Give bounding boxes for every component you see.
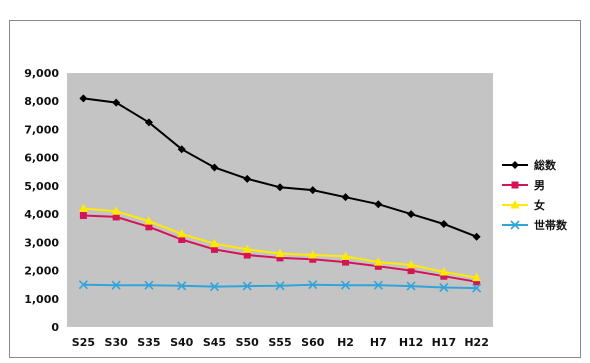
series-male-point <box>407 267 415 275</box>
x-tick-label: S50 <box>236 336 260 349</box>
series-female-point <box>406 259 416 269</box>
series-total-point <box>374 200 383 209</box>
legend-male-point <box>511 181 519 189</box>
series-total-point <box>112 98 121 107</box>
legend-female-point <box>510 200 520 209</box>
series-female-point <box>177 228 187 238</box>
x-tick-label: H2 <box>337 336 354 349</box>
x-tick-label: H22 <box>464 336 489 349</box>
series-total-point <box>79 94 88 103</box>
line-chart: 0 1,000 2,000 3,000 4,000 5,000 6,000 7,000 8,00… <box>24 67 568 349</box>
series-households-point <box>308 280 318 290</box>
y-tick-label: 3,000 <box>24 236 59 249</box>
series-households-point <box>144 280 154 290</box>
series-male-point <box>178 236 186 244</box>
x-tick-label: S35 <box>137 336 160 349</box>
x-tick-label: S55 <box>268 336 291 349</box>
series-female-point <box>144 216 154 225</box>
legend-total-label: 総数 <box>534 158 557 172</box>
y-tick-label: 2,000 <box>24 265 59 278</box>
series-total-point <box>144 118 153 127</box>
series-female-point <box>242 244 252 253</box>
y-tick-label: 8,000 <box>24 95 59 108</box>
x-tick-label: S40 <box>170 336 194 349</box>
series-male-point <box>243 251 251 259</box>
series-total-point <box>276 183 284 192</box>
y-tick-label: 1,000 <box>24 293 59 306</box>
legend-total-point <box>511 161 519 169</box>
series-total-point <box>472 232 481 241</box>
series-households-point <box>439 282 449 293</box>
series-female-point <box>341 251 351 260</box>
x-tick-label: S25 <box>72 336 95 349</box>
series-households-point <box>472 283 482 293</box>
series-households-point <box>340 280 351 290</box>
series-male-point <box>309 255 317 263</box>
series-male-point <box>210 245 218 253</box>
series-female-point <box>111 206 121 215</box>
series-female-point <box>275 248 285 258</box>
y-tick-label: 6,000 <box>24 152 59 165</box>
legend-female-label: 女 <box>534 198 545 212</box>
x-tick-label: H17 <box>432 336 457 349</box>
series-female-point <box>472 272 482 282</box>
series-male-point <box>342 258 350 266</box>
series-households-point <box>111 280 121 290</box>
series-female-point <box>308 250 318 259</box>
series-households-point <box>406 281 416 291</box>
series-male-point <box>145 223 153 231</box>
series-male-point <box>276 254 284 262</box>
x-tick-label: H12 <box>399 336 424 349</box>
x-tick-label: S30 <box>105 336 129 349</box>
series-male-point <box>79 212 87 220</box>
series-male-point <box>374 262 382 270</box>
series-households-point <box>177 281 187 291</box>
series-households-point <box>209 282 220 292</box>
series-households-point <box>373 280 383 290</box>
series-male-point <box>440 272 448 280</box>
series-households-point <box>242 281 252 291</box>
series-female-point <box>439 266 449 276</box>
series-female-point <box>373 257 383 266</box>
series-female-point <box>209 238 219 248</box>
legend-male-label: 男 <box>534 179 545 192</box>
x-tick-label: S45 <box>203 336 226 349</box>
series-total-point <box>439 219 448 228</box>
series-male-point <box>112 213 120 221</box>
y-tick-label: 7,000 <box>24 123 59 136</box>
series-total-point <box>407 210 416 219</box>
series-female-point <box>78 203 88 212</box>
x-tick-label: S60 <box>301 336 325 349</box>
y-tick-label: 5,000 <box>24 180 59 193</box>
legend-households-label: 世帯数 <box>534 218 568 232</box>
series-total-point <box>210 163 219 172</box>
y-tick-label: 0 <box>51 321 59 334</box>
series-households-point <box>275 281 285 291</box>
x-tick-label: H7 <box>370 336 387 349</box>
series-total-point <box>308 186 317 195</box>
series-total-point <box>177 145 186 154</box>
series-households-point <box>78 280 88 290</box>
series-male-point <box>473 278 481 286</box>
y-tick-label: 4,000 <box>24 208 59 221</box>
series-total-point <box>341 193 350 202</box>
y-tick-label: 9,000 <box>24 67 59 80</box>
legend-households-point <box>510 220 520 230</box>
series-total-point <box>243 174 252 183</box>
chart-frame: 0 1,000 2,000 3,000 4,000 5,000 6,000 7,000 8,00… <box>9 20 581 358</box>
